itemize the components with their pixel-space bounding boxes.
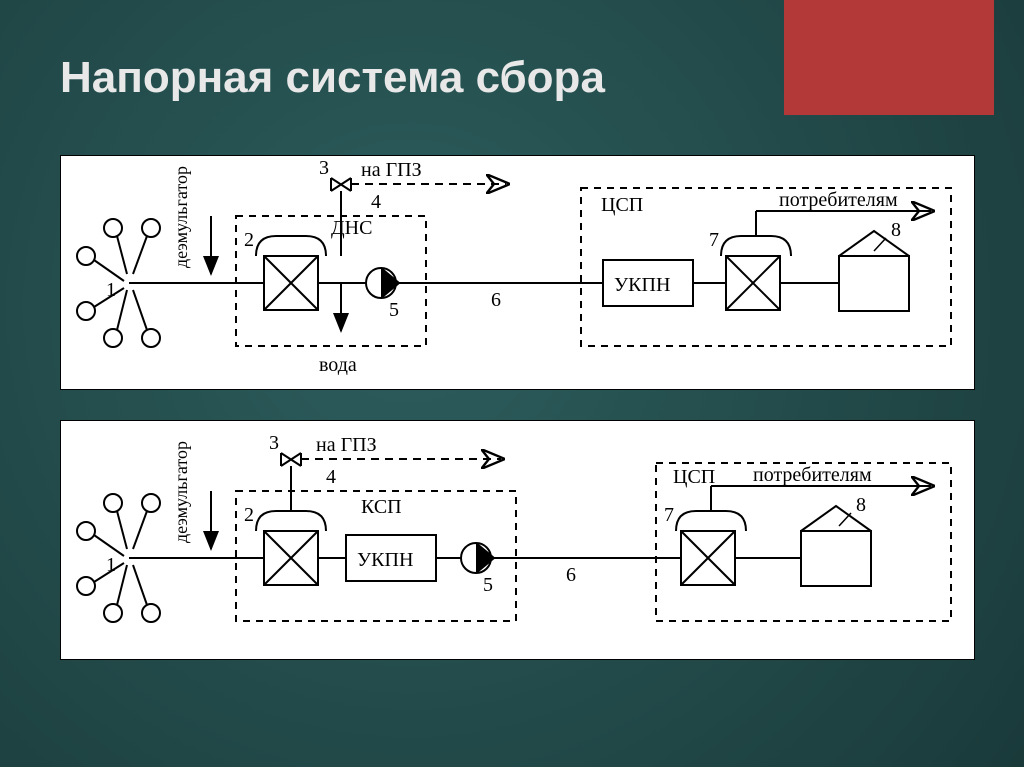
num-2: 2 [244,229,254,251]
consumers-label-b: потребителям [753,464,872,486]
num-2b: 2 [244,504,254,526]
ukpn-label-b: УКПН [357,549,413,571]
num-7: 7 [709,229,719,251]
separator-2b [256,511,326,585]
num-4b: 4 [326,466,336,488]
tank-8b [801,506,871,586]
num-1b: 1 [106,554,116,576]
separator-7 [721,236,791,310]
tsp-label: ЦСП [601,194,643,216]
num-6b: 6 [566,564,576,586]
diagram-bottom: 1 деэмульгатор 2 3 на ГПЗ 4 КСП УКПН 5 6… [60,420,975,660]
num-6: 6 [491,289,501,311]
num-3b: 3 [269,432,279,454]
diagram-top: 1 деэмульгатор деэмульгатор 2 3 на ГПЗ 4… [60,155,975,390]
ksp-label: КСП [361,496,402,518]
num-4: 4 [371,191,381,213]
tsp-label-b: ЦСП [673,466,715,488]
water-label: вода [319,354,357,376]
slide-title: Напорная система сбора [60,55,605,101]
demulgator-label-b: деэмульгатор [171,441,192,543]
na-gpz-label-b: на ГПЗ [316,434,377,456]
na-gpz-label: на ГПЗ [361,159,422,181]
num-8b: 8 [856,494,866,516]
valve-3 [331,178,351,191]
separator-7b [676,511,746,585]
accent-square [784,0,994,115]
separator-2 [256,236,326,310]
ukpn-label: УКПН [614,274,670,296]
num-5: 5 [389,299,399,321]
demulgator-label-v: деэмульгатор [171,166,192,268]
consumers-label: потребителям [779,189,898,211]
tank-8 [839,231,909,311]
num-1: 1 [106,279,116,301]
num-3: 3 [319,157,329,179]
num-5b: 5 [483,574,493,596]
num-8: 8 [891,219,901,241]
dns-label: ДНС [331,217,372,239]
num-7b: 7 [664,504,674,526]
